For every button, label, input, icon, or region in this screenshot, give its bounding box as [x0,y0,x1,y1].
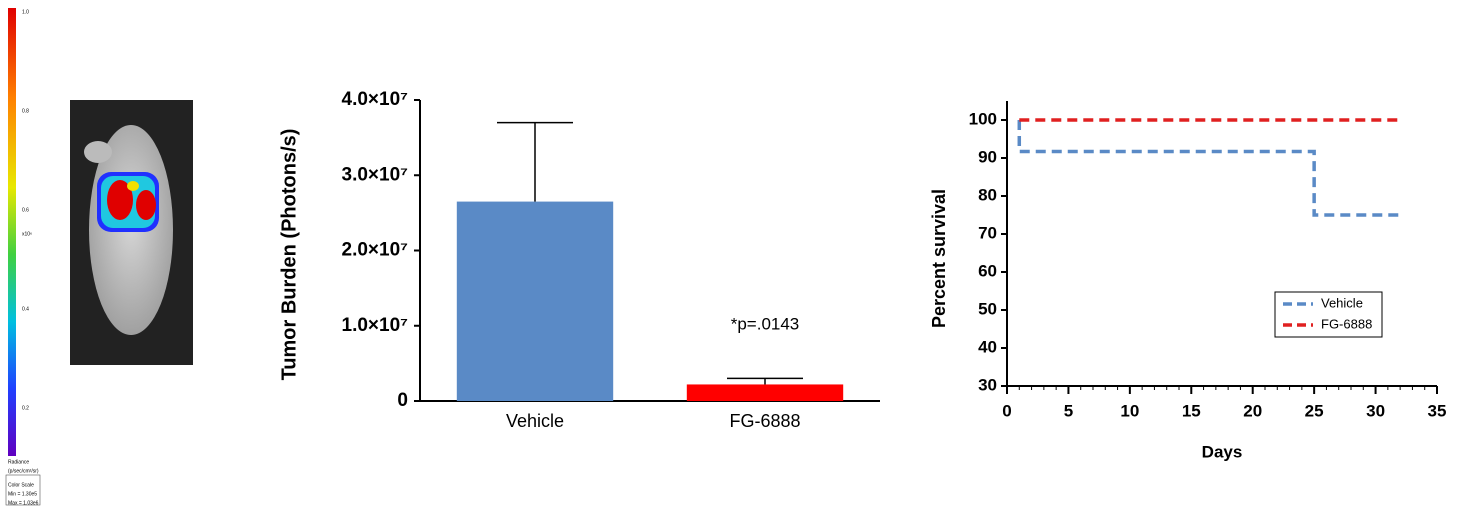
caption-text: Max = 1.03e6 [8,500,39,506]
caption-text: Color Scale [8,482,34,488]
x-tick-label: 10 [1120,401,1139,420]
colorbar [8,8,16,456]
x-tick-label: 0 [1002,401,1011,420]
y-axis-label: Percent survival [929,189,949,328]
colorbar-label: 0.4 [22,306,29,312]
mouse-ear [84,141,112,163]
colorbar-unit: x10⁶ [22,231,32,237]
caption-text: Min = 1.30e5 [8,491,37,497]
y-axis-label: Tumor Burden (Photons/s) [278,129,300,381]
signal [127,181,139,191]
caption-text: Radiance [8,459,29,465]
x-tick-label: 15 [1182,401,1201,420]
colorbar-label: 0.6 [22,207,29,213]
y-tick-label: 0 [397,390,408,411]
x-tick-label: 25 [1305,401,1324,420]
y-tick-label: 4.0×10⁷ [342,89,409,110]
y-tick-label: 90 [978,147,997,166]
x-tick-label: 30 [1366,401,1385,420]
signal [107,180,133,220]
colorbar-label: 0.8 [22,108,29,114]
y-tick-label: 60 [978,261,997,280]
survival-line [1017,120,1401,217]
legend-label: Vehicle [1321,295,1363,310]
y-tick-label: 70 [978,223,997,242]
caption-box [5,474,41,506]
x-tick-label: 20 [1243,401,1262,420]
caption-text: (p/sec/cm²/sr) [8,468,39,474]
signal [136,190,156,220]
x-axis-label: Days [1202,442,1243,461]
colorbar-label: 1.0 [22,9,29,15]
y-tick-label: 30 [978,375,997,394]
y-tick-label: 40 [978,337,997,356]
imaging-panel [5,8,193,506]
bar [686,384,844,401]
colorbar-label: 0.2 [22,405,29,411]
bar [456,201,614,401]
x-tick-label: 35 [1428,401,1447,420]
y-tick-label: 80 [978,185,997,204]
legend-box [1274,291,1383,338]
y-tick-label: 3.0×10⁷ [342,164,409,185]
x-tick-label: FG-6888 [729,411,800,431]
y-tick-label: 1.0×10⁷ [342,315,409,336]
x-tick-label: Vehicle [506,411,564,431]
y-tick-label: 2.0×10⁷ [342,240,409,261]
y-tick-label: 50 [978,299,997,318]
y-tick-label: 100 [969,109,997,128]
legend-label: FG-6888 [1321,316,1372,331]
annotation: *p=.0143 [731,314,800,333]
x-tick-label: 5 [1064,401,1073,420]
